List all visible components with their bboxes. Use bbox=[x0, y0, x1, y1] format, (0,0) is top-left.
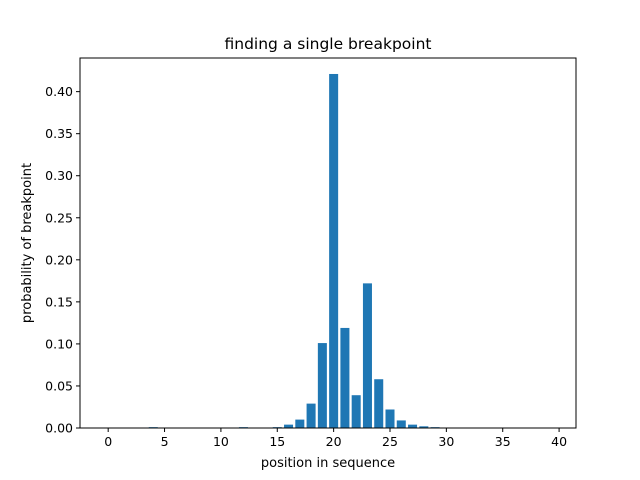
bar-series bbox=[148, 73, 440, 429]
y-tick-label: 0.40 bbox=[45, 84, 73, 99]
y-tick-label: 0.00 bbox=[45, 421, 73, 436]
chart-title: finding a single breakpoint bbox=[225, 35, 432, 53]
bar-20 bbox=[329, 73, 339, 429]
x-tick-label: 35 bbox=[495, 434, 511, 449]
bar-23 bbox=[362, 283, 372, 428]
x-tick-label: 0 bbox=[104, 434, 112, 449]
plot-frame bbox=[79, 57, 577, 429]
x-tick-label: 30 bbox=[438, 434, 454, 449]
y-tick-label: 0.30 bbox=[45, 168, 73, 183]
x-tick-label: 20 bbox=[326, 434, 342, 449]
bar-16 bbox=[284, 424, 294, 428]
bar-17 bbox=[295, 419, 305, 428]
x-axis-label: position in sequence bbox=[261, 456, 395, 471]
x-tick-label: 5 bbox=[161, 434, 169, 449]
bar-25 bbox=[385, 409, 395, 428]
bar-28 bbox=[419, 426, 429, 428]
y-tick-label: 0.35 bbox=[45, 126, 73, 141]
y-axis-ticks: 0.00 0.05 0.10 0.15 0.20 0.25 0.30 0.35 0.40 bbox=[45, 84, 80, 436]
bar-24 bbox=[374, 379, 384, 428]
y-tick-label: 0.05 bbox=[45, 378, 73, 393]
x-tick-label: 40 bbox=[551, 434, 567, 449]
y-tick-label: 0.10 bbox=[45, 336, 73, 351]
y-tick-label: 0.25 bbox=[45, 210, 73, 225]
bar-27 bbox=[408, 424, 418, 428]
x-tick-label: 15 bbox=[269, 434, 285, 449]
bar-18 bbox=[306, 403, 316, 428]
bar-19 bbox=[317, 343, 327, 428]
x-tick-label: 10 bbox=[213, 434, 229, 449]
y-axis-label: probability of breakpoint bbox=[20, 163, 35, 323]
x-axis-ticks: 0 5 10 15 20 25 30 35 40 bbox=[104, 428, 567, 449]
bar-22 bbox=[351, 395, 361, 428]
y-tick-label: 0.20 bbox=[45, 252, 73, 267]
bar-21 bbox=[340, 327, 350, 428]
bar-26 bbox=[396, 420, 406, 428]
y-tick-label: 0.15 bbox=[45, 294, 73, 309]
x-tick-label: 25 bbox=[382, 434, 398, 449]
